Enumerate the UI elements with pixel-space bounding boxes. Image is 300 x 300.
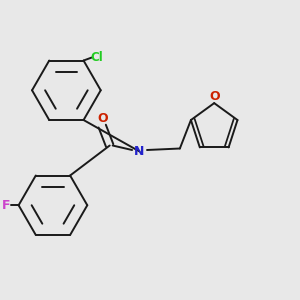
Text: O: O — [209, 90, 220, 103]
Text: N: N — [134, 145, 145, 158]
Text: O: O — [97, 112, 107, 125]
Text: F: F — [2, 199, 10, 212]
Text: Cl: Cl — [91, 51, 103, 64]
